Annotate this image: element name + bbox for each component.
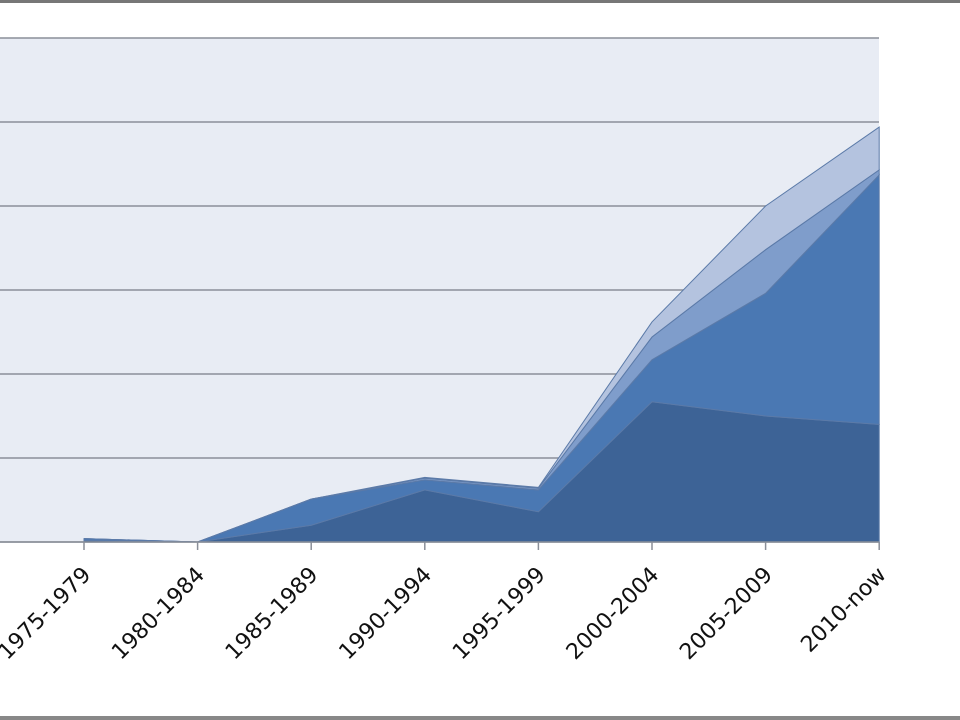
frame-top (0, 0, 960, 3)
frame-bottom (0, 716, 960, 720)
area (83, 126, 880, 543)
